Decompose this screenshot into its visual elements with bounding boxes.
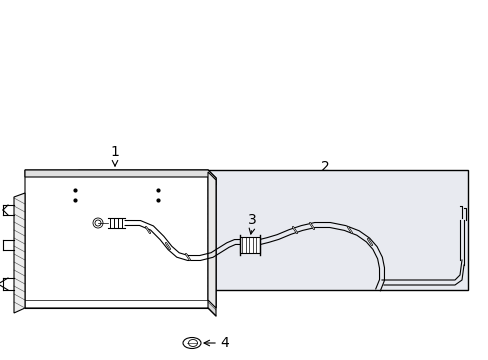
Text: 2: 2	[320, 160, 329, 174]
Polygon shape	[207, 172, 216, 308]
Text: 1: 1	[110, 145, 119, 159]
Polygon shape	[25, 170, 216, 185]
Text: 4: 4	[220, 336, 228, 350]
Ellipse shape	[183, 338, 201, 348]
Polygon shape	[14, 193, 25, 313]
Polygon shape	[25, 170, 216, 308]
Text: 3: 3	[247, 213, 256, 227]
Polygon shape	[207, 170, 216, 316]
Bar	[78, 170, 467, 290]
Bar	[240, 237, 260, 253]
